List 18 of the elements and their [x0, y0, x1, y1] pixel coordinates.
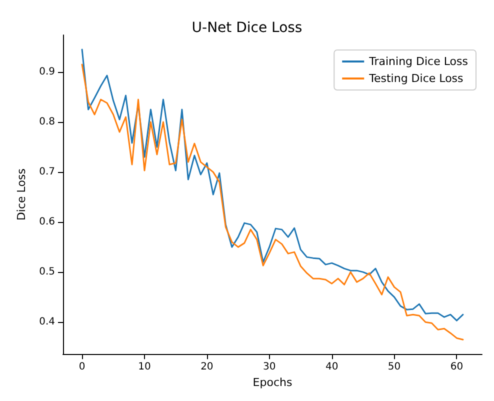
x-axis-title: Epochs: [252, 376, 292, 389]
y-tick-label: 0.6: [39, 216, 55, 228]
y-tick-label: 0.7: [39, 166, 55, 178]
chart-title: U-Net Dice Loss: [192, 20, 302, 36]
y-axis-title: Dice Loss: [15, 168, 28, 221]
y-tick-label: 0.5: [39, 266, 55, 278]
y-tick-label: 0.4: [39, 316, 55, 328]
legend-label: Testing Dice Loss: [368, 72, 464, 85]
x-tick-label: 50: [388, 362, 401, 373]
y-tick-label: 0.8: [39, 116, 55, 128]
x-tick-label: 30: [263, 362, 276, 373]
x-tick-label: 10: [138, 362, 151, 373]
x-tick-label: 40: [325, 362, 338, 373]
y-tick-label: 0.9: [39, 66, 55, 78]
legend-label: Training Dice Loss: [368, 55, 468, 68]
x-tick-label: 0: [78, 362, 86, 373]
x-tick-label: 20: [200, 362, 214, 373]
x-tick-label: 60: [450, 362, 464, 373]
